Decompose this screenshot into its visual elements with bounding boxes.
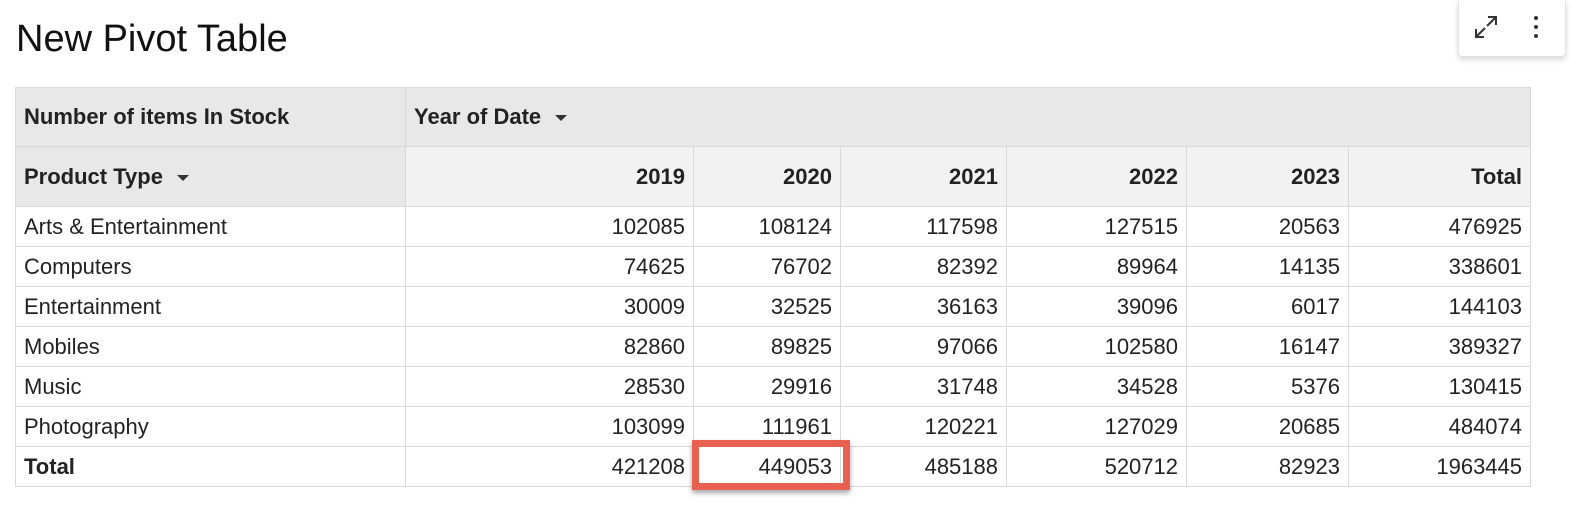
value-cell[interactable]: 484074 (1347, 406, 1532, 447)
value-cell[interactable]: 89825 (693, 326, 841, 367)
value-cell[interactable]: 103099 (405, 406, 694, 447)
value-cell[interactable]: 76702 (693, 246, 841, 287)
value-cell[interactable]: 6017 (1186, 286, 1349, 327)
value-cell[interactable]: 476925 (1347, 206, 1532, 247)
pivot-table: Number of items In Stock Year of Date Pr… (15, 87, 1532, 487)
value-cell[interactable]: 39096 (1006, 286, 1187, 327)
row-label: Computers (15, 246, 406, 287)
table-row: Mobiles 82860 89825 97066 102580 16147 389327 (15, 326, 1532, 367)
value-cell[interactable]: 5376 (1186, 366, 1349, 407)
value-cell[interactable]: 421208 (405, 446, 694, 487)
value-cell[interactable]: 127029 (1006, 406, 1187, 447)
value-cell[interactable]: 108124 (693, 206, 841, 247)
row-label: Total (15, 446, 406, 487)
total-row: Total 421208 449053 485188 520712 82923 196344… (15, 446, 1532, 487)
value-cell[interactable]: 29916 (693, 366, 841, 407)
row-label: Arts & Entertainment (15, 206, 406, 247)
value-cell[interactable]: 102580 (1006, 326, 1187, 367)
table-row: Music 28530 29916 31748 34528 5376 130415 (15, 366, 1532, 407)
table-row: Entertainment 30009 32525 36163 39096 6017 144… (15, 286, 1532, 327)
value-cell[interactable]: 20563 (1186, 206, 1349, 247)
value-cell[interactable]: 389327 (1347, 326, 1532, 367)
value-cell[interactable]: 82923 (1186, 446, 1349, 487)
column-header: 2021 (840, 146, 1007, 207)
value-cell[interactable]: 485188 (840, 446, 1007, 487)
column-header: 2020 (693, 146, 841, 207)
column-header: 2022 (1006, 146, 1187, 207)
row-field-header[interactable]: Product Type (15, 146, 406, 207)
value-cell[interactable]: 30009 (405, 286, 694, 327)
value-cell[interactable]: 120221 (840, 406, 1007, 447)
column-header: 2019 (405, 146, 694, 207)
value-cell[interactable]: 31748 (840, 366, 1007, 407)
value-cell[interactable]: 97066 (840, 326, 1007, 367)
value-cell[interactable]: 111961 (693, 406, 841, 447)
caret-down-icon[interactable] (555, 115, 568, 122)
value-cell[interactable]: 89964 (1006, 246, 1187, 287)
value-cell[interactable]: 28530 (405, 366, 694, 407)
row-field-label: Product Type (24, 163, 163, 189)
measure-header: Number of items In Stock (15, 87, 406, 147)
column-header: 2023 (1186, 146, 1349, 207)
expand-icon[interactable] (1469, 10, 1503, 44)
value-cell[interactable]: 338601 (1347, 246, 1532, 287)
table-row: Photography 103099 111961 120221 127029 20685… (15, 406, 1532, 447)
table-row: Computers 74625 76702 82392 89964 14135 338601 (15, 246, 1532, 287)
value-cell[interactable]: 20685 (1186, 406, 1349, 447)
value-cell[interactable]: 34528 (1006, 366, 1187, 407)
column-field-label: Year of Date (414, 104, 542, 129)
row-label: Photography (15, 406, 406, 447)
page-title: New Pivot Table (16, 18, 288, 60)
row-label: Entertainment (15, 286, 406, 327)
caret-down-icon[interactable] (176, 174, 189, 181)
value-cell[interactable]: 449053 (693, 446, 841, 487)
row-label: Mobiles (15, 326, 406, 367)
widget-toolbar (1458, 0, 1566, 57)
value-cell[interactable]: 127515 (1006, 206, 1187, 247)
value-cell[interactable]: 117598 (840, 206, 1007, 247)
value-cell[interactable]: 36163 (840, 286, 1007, 327)
more-vertical-icon[interactable] (1519, 10, 1553, 44)
value-cell[interactable]: 82392 (840, 246, 1007, 287)
value-cell[interactable]: 14135 (1186, 246, 1349, 287)
value-cell[interactable]: 1963445 (1347, 446, 1532, 487)
value-cell[interactable]: 130415 (1347, 366, 1532, 407)
value-cell[interactable]: 102085 (405, 206, 694, 247)
column-header: Total (1347, 146, 1532, 207)
value-cell[interactable]: 82860 (405, 326, 694, 367)
value-cell[interactable]: 74625 (405, 246, 694, 287)
column-field-header[interactable]: Year of Date (404, 87, 1532, 147)
row-label: Music (15, 366, 406, 407)
value-cell[interactable]: 16147 (1186, 326, 1349, 367)
value-cell[interactable]: 520712 (1006, 446, 1187, 487)
table-row: Arts & Entertainment 102085 108124 117598 12… (15, 206, 1532, 247)
value-cell[interactable]: 32525 (693, 286, 841, 327)
value-cell[interactable]: 144103 (1347, 286, 1532, 327)
